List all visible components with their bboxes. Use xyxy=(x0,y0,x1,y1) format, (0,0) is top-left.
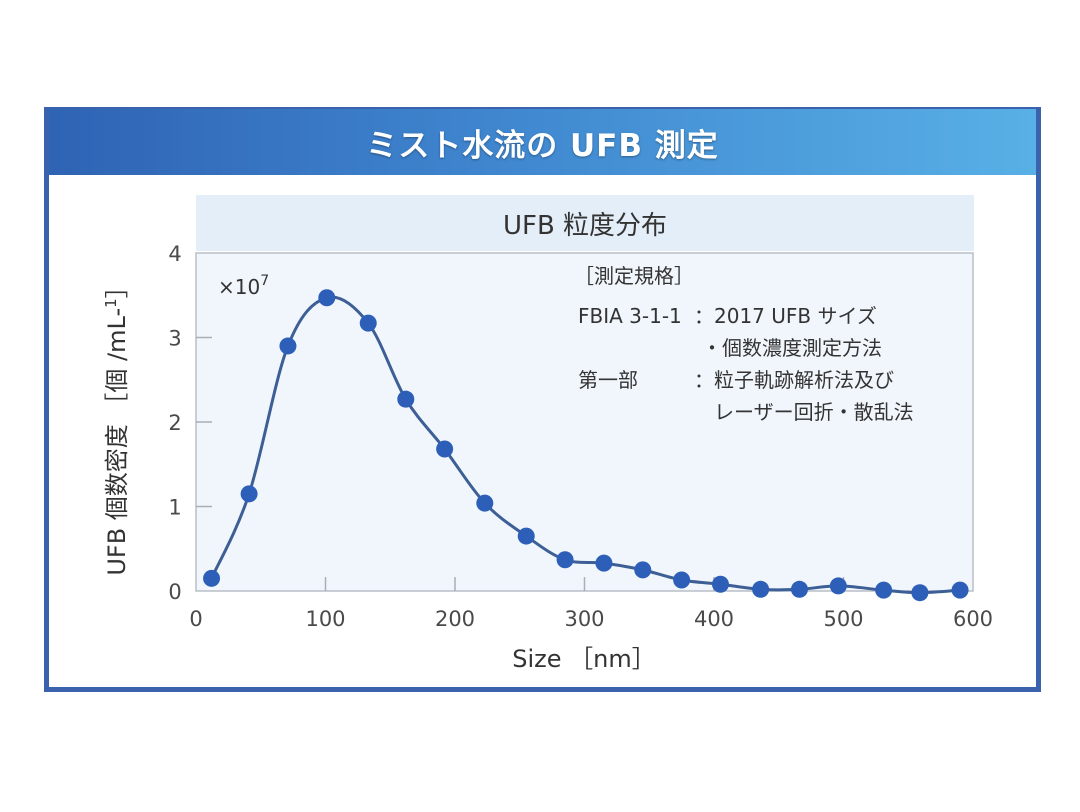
header-banner: ミスト水流の UFB 測定 xyxy=(49,109,1036,175)
y-axis-title: UFB 個数密度 ［個 /mL-1］ xyxy=(102,274,131,575)
data-point xyxy=(595,554,613,572)
annotation-label: 第一部 xyxy=(578,368,638,392)
data-point xyxy=(790,580,808,598)
y-tick-label: 0 xyxy=(168,580,181,604)
x-tick-label: 500 xyxy=(823,607,863,631)
chart-title-band: UFB 粒度分布 xyxy=(196,195,974,251)
data-point xyxy=(711,575,729,593)
annotation-separator: ： xyxy=(694,368,714,392)
data-point xyxy=(436,440,454,458)
data-point xyxy=(951,581,969,599)
data-point xyxy=(911,584,929,602)
x-tick-label: 300 xyxy=(564,607,604,631)
y-tick-label: 4 xyxy=(168,242,181,266)
x-axis-title: Size ［nm］ xyxy=(512,645,655,673)
annotation-text: レーザー回折・散乱法 xyxy=(714,400,914,424)
header-title: ミスト水流の UFB 測定 xyxy=(366,127,719,164)
measurement-standard-annotation: ［測定規格］FBIA 3-1-1： 2017 UFB サイズ・個数濃度測定方法第一… xyxy=(574,264,914,424)
data-points xyxy=(203,289,969,602)
data-point xyxy=(240,485,258,503)
data-point xyxy=(634,561,652,579)
x-tick-label: 100 xyxy=(305,607,345,631)
y-axis: 0 1 2 3 4 xyxy=(168,242,212,604)
x-tick-label: 0 xyxy=(189,607,202,631)
annotation-label: FBIA 3-1-1 xyxy=(578,304,682,328)
data-point xyxy=(517,527,535,545)
annotation-heading: ［測定規格］ xyxy=(574,264,694,288)
x-tick-label: 200 xyxy=(435,607,475,631)
data-point xyxy=(875,581,893,599)
data-point xyxy=(318,289,336,307)
x-tick-label: 400 xyxy=(694,607,734,631)
data-point xyxy=(673,571,691,589)
data-point xyxy=(752,580,770,598)
x-axis: 0 100 200 300 400 500 600 xyxy=(189,577,993,631)
data-point xyxy=(279,337,297,355)
plot-area xyxy=(195,252,974,592)
data-point xyxy=(203,569,221,587)
chart-title: UFB 粒度分布 xyxy=(502,210,668,241)
x-tick-label: 600 xyxy=(953,607,993,631)
data-point xyxy=(476,494,494,512)
annotation-text: ・個数濃度測定方法 xyxy=(702,336,882,360)
y-tick-label: 1 xyxy=(168,496,181,520)
data-point xyxy=(359,314,377,332)
annotation-text: 2017 UFB サイズ xyxy=(714,304,877,328)
data-point xyxy=(829,577,847,595)
data-point xyxy=(397,390,415,408)
annotation-separator: ： xyxy=(694,304,714,328)
data-point xyxy=(556,551,574,569)
annotation-text: 粒子軌跡解析法及び xyxy=(714,368,894,392)
y-tick-label: 3 xyxy=(168,327,181,351)
y-tick-label: 2 xyxy=(168,411,181,435)
